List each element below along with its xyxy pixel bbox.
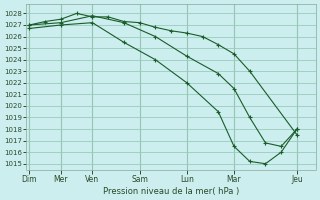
X-axis label: Pression niveau de la mer( hPa ): Pression niveau de la mer( hPa ) bbox=[103, 187, 239, 196]
